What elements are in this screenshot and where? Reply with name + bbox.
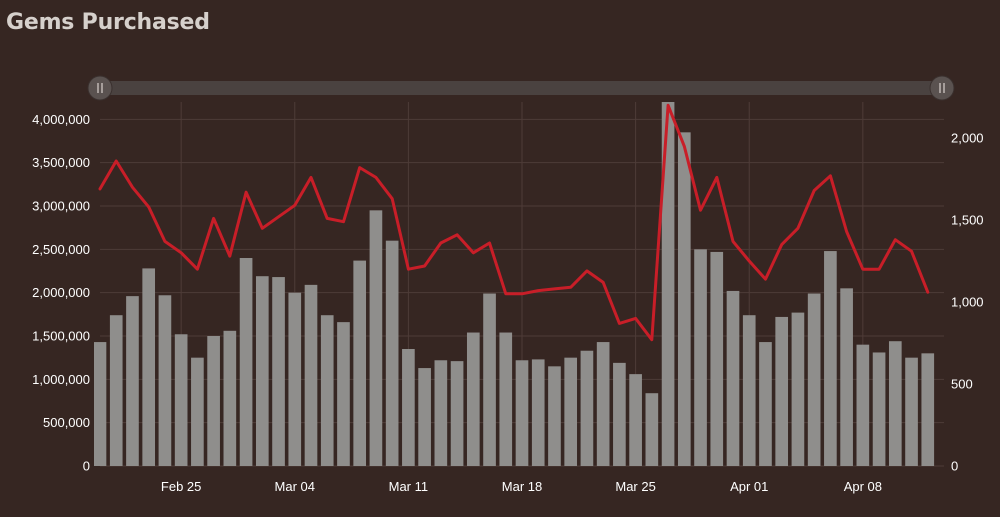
left-tick-label: 1,500,000 [32,329,90,344]
left-tick-label: 2,000,000 [32,285,90,300]
bar-series [94,102,935,467]
bar [337,322,350,466]
x-tick-label: Mar 18 [502,479,542,494]
right-tick-label: 0 [951,459,958,474]
left-tick-label: 1,000,000 [32,372,90,387]
bar [499,332,513,466]
bar [418,368,431,466]
left-tick-label: 3,500,000 [32,155,90,170]
right-tick-label: 1,000 [951,295,984,310]
bar [402,349,415,466]
bar [548,366,561,466]
bar [921,353,935,466]
left-handle[interactable] [87,75,113,101]
x-tick-label: Apr 01 [730,479,768,494]
x-tick-label: Feb 25 [161,479,201,494]
bar [142,268,156,466]
bar [174,334,188,466]
bar [856,344,870,466]
bar [288,292,302,466]
bar [207,336,220,466]
bar [742,315,756,466]
bar [775,316,789,466]
bar [109,315,123,466]
range-navigator[interactable] [87,75,955,101]
x-tick-label: Mar 11 [389,479,429,494]
bar [531,359,545,466]
bar [613,362,626,466]
right-tick-label: 1,500 [951,213,984,228]
bar [840,288,853,466]
bar [596,342,610,466]
bar [239,258,253,466]
left-y-axis: 0 500,000 1,000,000 1,500,000 2,000,000 2,500… [32,112,90,474]
bar [94,342,107,466]
bar [515,360,529,466]
right-y-axis: 0 500 1,000 1,500 2,000 [951,131,984,474]
line-series [98,103,930,342]
left-tick-label: 4,000,000 [32,112,90,127]
bar [759,342,772,466]
left-tick-label: 2,500,000 [32,242,90,257]
bar [126,296,139,466]
bar [888,341,902,466]
right-handle[interactable] [929,75,955,101]
bar [353,260,367,466]
bar [369,210,383,466]
left-tick-label: 500,000 [43,415,90,430]
bar [824,251,837,466]
x-tick-label: Apr 08 [844,479,882,494]
chart-title: Gems Purchased [6,10,210,35]
bar [223,330,237,466]
bar [791,312,805,466]
bar [320,315,334,466]
bar [466,332,480,466]
bar [158,295,172,466]
bar [304,284,318,466]
left-tick-label: 0 [83,459,90,474]
left-tick-label: 3,000,000 [32,199,90,214]
bar [710,251,724,466]
scrollbar-track [98,81,944,95]
line-path [98,103,930,342]
bar [385,240,399,466]
bar [661,102,675,467]
bar [905,357,918,466]
bar [564,357,578,466]
right-tick-label: 2,000 [951,131,984,146]
bar [191,357,204,466]
bar [694,249,707,466]
bar [580,350,594,466]
bar [645,393,659,466]
bar [807,293,821,466]
bar [677,132,691,467]
x-tick-label: Mar 04 [275,479,315,494]
bar [272,277,285,466]
x-tick-label: Mar 25 [615,479,655,494]
bar [450,361,464,466]
bar [872,352,886,466]
bar [483,293,496,466]
x-axis: Feb 25 Mar 04 Mar 11 Mar 18 Mar 25 Apr 01 Apr … [161,479,882,494]
bar [629,374,642,466]
right-tick-label: 500 [951,377,973,392]
bar [726,290,740,466]
bar [434,360,448,466]
bar [255,276,269,466]
